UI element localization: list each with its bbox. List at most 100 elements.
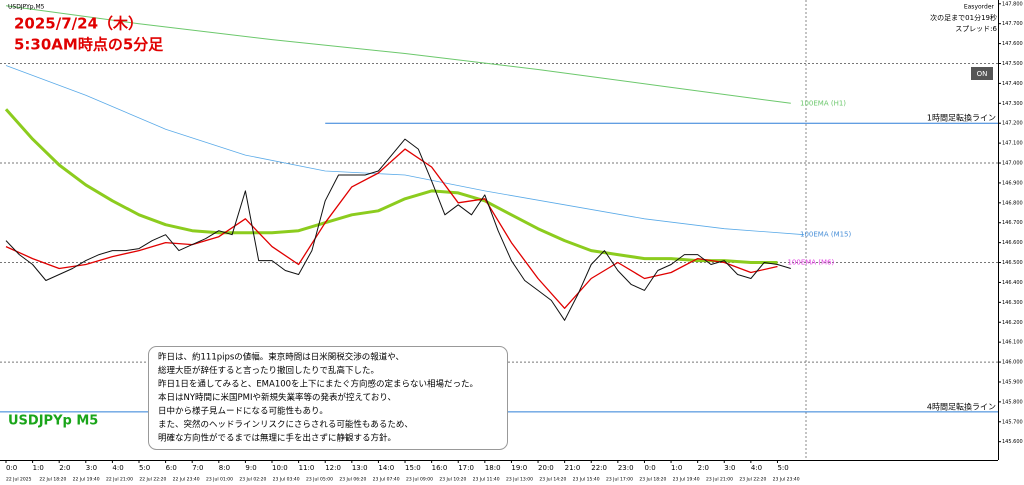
comments: 昨日は、約111pipsの値幅。東京時間は日米関税交渉の報道や、総理大臣が辞任す… [158,352,478,444]
y-tick-label: 147.300 [1002,101,1023,107]
x-tick-label: 3:0 [86,464,97,472]
date-label: 23 Jul 18:20 [639,477,666,483]
y-tick-label: 146.500 [1002,260,1023,266]
x-tick-label: 19:0 [511,464,527,472]
series-line [5,5,791,104]
y-tick-label: 145.900 [1002,379,1023,385]
level-label: 4時間足転換ライン [927,401,996,411]
x-tick-label: 7:0 [192,464,203,472]
series-line [4,108,778,264]
y-tick-label: 145.600 [1002,439,1023,445]
y-tick-label: 147.700 [1002,21,1023,27]
x-tick-label: 23:0 [618,464,634,472]
date-label: 23 Jul 15:40 [573,477,600,483]
y-tick-label: 146.100 [1002,340,1023,346]
date-label: 23 Jul 23:40 [773,477,800,483]
x-tick-label: 10:0 [272,464,288,472]
x-tick-label: 6:0 [166,464,177,472]
date-label: 23 Jul 02:20 [239,477,266,483]
y-tick-label: 146.200 [1002,320,1023,326]
comment-line: 昨日は、約111pipsの値幅。東京時間は日米関税交渉の報道や、 [158,352,404,363]
x-tick-label: 8:0 [219,464,230,472]
y-tick-label: 146.700 [1002,220,1023,226]
x-tick-label: 2:0 [698,464,709,472]
date-label: 23 Jul 09:00 [406,477,433,483]
date-label: 23 Jul 22:20 [739,477,766,483]
x-tick-label: 11:0 [299,464,315,472]
symbol-label: USDJPYp,M5 [8,4,45,11]
date-label: 23 Jul 07:40 [373,477,400,483]
series-line [5,148,778,309]
date-label: 22 Jul 23:40 [173,477,200,483]
x-tick-label: 4:0 [751,464,762,472]
series-label: 100EMA (M6) [787,259,834,267]
series-line [5,138,791,321]
x-tick-label: 4:0 [112,464,123,472]
title-line: 2025/7/24（木） [14,15,143,33]
comment-line: 明確な方向性がでるまでは無理に手を出さずに静観する方針。 [158,433,396,444]
x-tick-label: 0:0 [6,464,17,472]
y-tick-label: 146.800 [1002,200,1023,206]
y-tick-label: 146.600 [1002,240,1023,246]
x-tick-label: 5:0 [139,464,150,472]
level-label: 1時間足転換ライン [927,113,996,123]
y-tick-label: 145.800 [1002,399,1023,405]
y-tick-label: 147.400 [1002,81,1023,87]
comment-line: また、突然のヘッドラインリスクにさらされる可能性もあるため、 [158,419,413,430]
x-tick-label: 3:0 [724,464,735,472]
comment-line: 昨日1日を通してみると、EMA100を上下にまたぐ方向感の定まらない相場だった。 [158,379,478,390]
date-label: 23 Jul 17:00 [606,477,633,483]
on-button[interactable] [971,67,993,80]
title-line: 5:30AM時点の5分足 [14,36,164,54]
series-line [5,65,805,236]
series-label: 100EMA (M15) [800,231,852,239]
date-label: 23 Jul 13:00 [506,477,533,483]
comment-box [148,346,508,450]
date-label: 23 Jul 05:00 [306,477,333,483]
x-tick-label: 1:0 [33,464,44,472]
y-tick-label: 146.900 [1002,180,1023,186]
x-tick-label: 2:0 [59,464,70,472]
y-tick-label: 147.500 [1002,61,1023,67]
panel-name: Easyorder [964,4,995,11]
date-label: 23 Jul 10:20 [439,477,466,483]
x-tick-label: 18:0 [485,464,501,472]
date-label: 23 Jul 21:00 [706,477,733,483]
comment-line: 総理大臣が辞任すると言ったり撤回したりで乱高下した。 [158,365,379,376]
y-tick-label: 145.700 [1002,419,1023,425]
x-tick-label: 14:0 [378,464,394,472]
date-label: 23 Jul 14:20 [539,477,566,483]
date-label: 22 Jul 22:20 [139,477,166,483]
x-tick-label: 0:0 [644,464,655,472]
x-tick-label: 15:0 [405,464,421,472]
x-tick-label: 17:0 [458,464,474,472]
y-tick-label: 147.800 [1002,1,1023,7]
on-button-label[interactable]: ON [977,70,988,78]
y-tick-label: 147.600 [1002,41,1023,47]
y-tick-label: 146.300 [1002,300,1023,306]
watermark: USDJPYp M5 [8,414,98,429]
x-tick-label: 22:0 [591,464,607,472]
date-label: 23 Jul 03:40 [273,477,300,483]
spread: スプレッド:6 [955,25,997,33]
series-label: 100EMA (H1) [800,99,846,107]
date-label: 23 Jul 19:40 [673,477,700,483]
x-tick-label: 9:0 [245,464,256,472]
date-label: 23 Jul 06:20 [339,477,366,483]
date-label: 23 Jul 11:40 [473,477,500,483]
date-label: 22 Jul 18:20 [39,477,66,483]
date-label: 22 Jul 2025 [6,477,32,483]
y-tick-label: 147.100 [1002,141,1023,147]
y-tick-label: 147.200 [1002,121,1023,127]
x-tick-label: 21:0 [565,464,581,472]
countdown: 次の足まで01分19秒 [930,13,997,22]
x-tick-label: 16:0 [432,464,448,472]
date-label: 23 Jul 01:00 [206,477,233,483]
date-label: 22 Jul 21:00 [106,477,133,483]
x-tick-label: 20:0 [538,464,554,472]
y-tick-label: 146.400 [1002,280,1023,286]
x-tick-label: 5:0 [777,464,788,472]
date-label: 22 Jul 19:40 [73,477,100,483]
x-tick-label: 12:0 [325,464,341,472]
